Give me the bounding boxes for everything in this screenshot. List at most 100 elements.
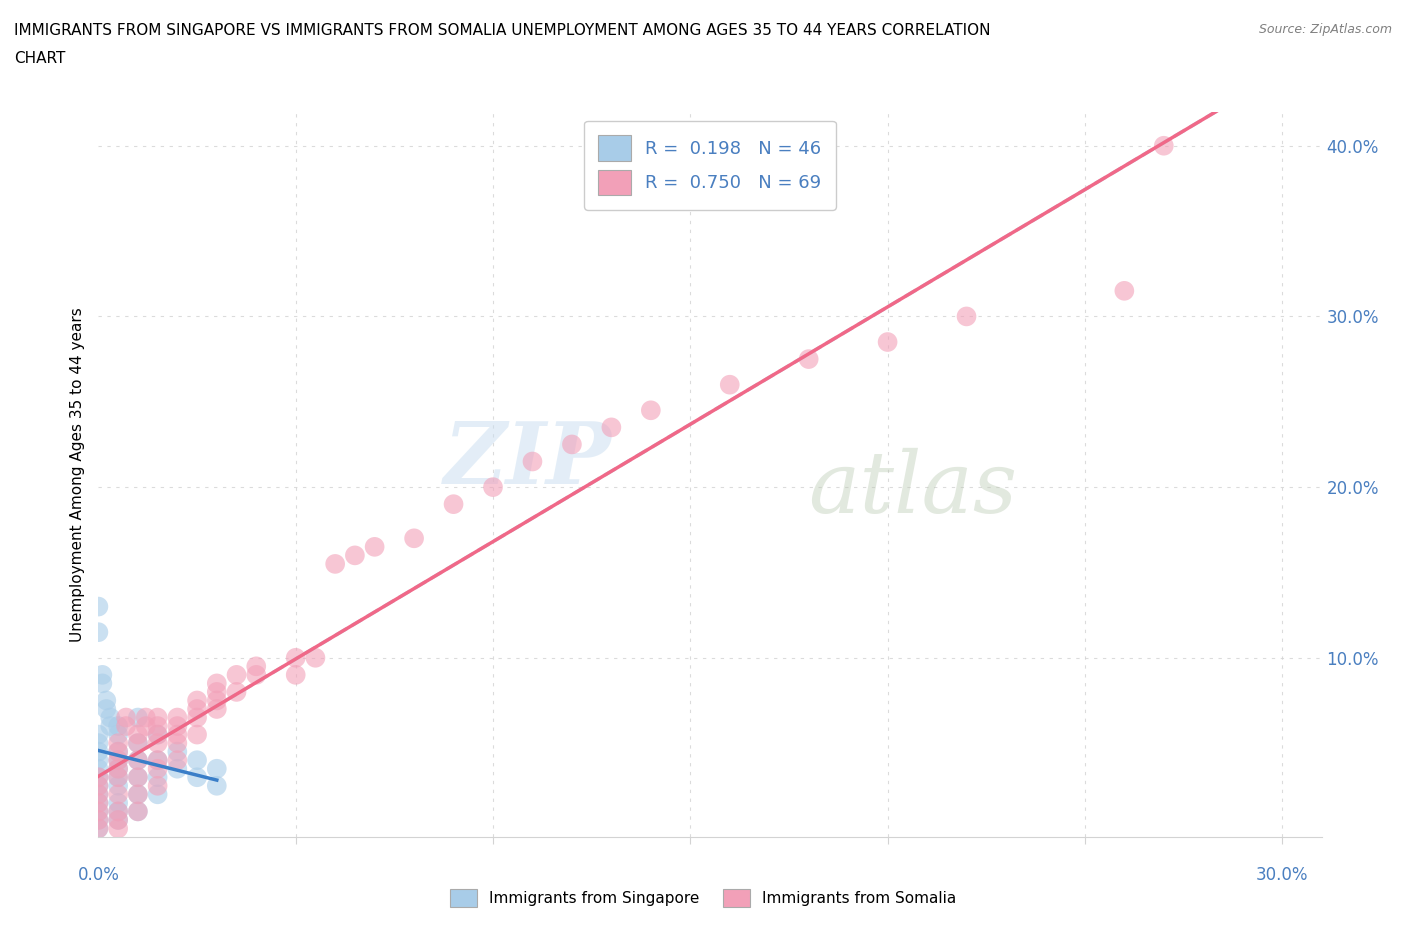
Point bbox=[166, 752, 188, 767]
Point bbox=[955, 309, 977, 324]
Point bbox=[146, 762, 169, 777]
Point bbox=[323, 556, 346, 571]
Point bbox=[343, 548, 366, 563]
Point bbox=[797, 352, 820, 366]
Point bbox=[107, 813, 129, 828]
Point bbox=[87, 599, 110, 614]
Point bbox=[107, 744, 129, 759]
Point bbox=[166, 711, 188, 725]
Point bbox=[127, 736, 149, 751]
Point bbox=[146, 752, 169, 767]
Point bbox=[146, 787, 169, 802]
Point bbox=[107, 752, 129, 767]
Point bbox=[186, 770, 208, 785]
Point bbox=[146, 711, 169, 725]
Point bbox=[96, 693, 118, 708]
Point bbox=[87, 736, 110, 751]
Point bbox=[107, 821, 129, 836]
Point bbox=[107, 787, 129, 802]
Point bbox=[107, 719, 129, 734]
Point bbox=[127, 770, 149, 785]
Text: IMMIGRANTS FROM SINGAPORE VS IMMIGRANTS FROM SOMALIA UNEMPLOYMENT AMONG AGES 35 : IMMIGRANTS FROM SINGAPORE VS IMMIGRANTS … bbox=[14, 23, 991, 38]
Point bbox=[304, 650, 326, 665]
Point bbox=[166, 736, 188, 751]
Point bbox=[146, 736, 169, 751]
Point bbox=[718, 378, 741, 392]
Point bbox=[87, 625, 110, 640]
Point bbox=[107, 736, 129, 751]
Point bbox=[205, 676, 228, 691]
Point bbox=[87, 821, 110, 836]
Point bbox=[186, 727, 208, 742]
Point bbox=[107, 813, 129, 828]
Point bbox=[876, 335, 898, 350]
Point bbox=[107, 770, 129, 785]
Point bbox=[87, 795, 110, 810]
Point bbox=[146, 778, 169, 793]
Point bbox=[205, 701, 228, 716]
Legend: R =  0.198   N = 46, R =  0.750   N = 69: R = 0.198 N = 46, R = 0.750 N = 69 bbox=[583, 121, 837, 209]
Point bbox=[284, 668, 307, 683]
Point bbox=[91, 676, 114, 691]
Point bbox=[205, 684, 228, 699]
Point bbox=[186, 701, 208, 716]
Point bbox=[87, 804, 110, 818]
Point bbox=[127, 804, 149, 818]
Y-axis label: Unemployment Among Ages 35 to 44 years: Unemployment Among Ages 35 to 44 years bbox=[69, 307, 84, 642]
Point bbox=[107, 762, 129, 777]
Point bbox=[146, 727, 169, 742]
Point bbox=[186, 693, 208, 708]
Point bbox=[127, 804, 149, 818]
Point bbox=[87, 770, 110, 785]
Point bbox=[107, 804, 129, 818]
Text: Source: ZipAtlas.com: Source: ZipAtlas.com bbox=[1258, 23, 1392, 36]
Point bbox=[482, 480, 505, 495]
Point bbox=[205, 762, 228, 777]
Point bbox=[186, 711, 208, 725]
Point bbox=[600, 420, 623, 435]
Text: 0.0%: 0.0% bbox=[77, 866, 120, 884]
Point bbox=[146, 752, 169, 767]
Point bbox=[87, 804, 110, 818]
Point bbox=[127, 727, 149, 742]
Point bbox=[127, 711, 149, 725]
Point bbox=[107, 727, 129, 742]
Point bbox=[245, 658, 267, 673]
Point bbox=[96, 701, 118, 716]
Point bbox=[146, 770, 169, 785]
Text: CHART: CHART bbox=[14, 51, 66, 66]
Point bbox=[127, 752, 149, 767]
Point bbox=[127, 787, 149, 802]
Point bbox=[107, 795, 129, 810]
Point bbox=[186, 752, 208, 767]
Point bbox=[225, 668, 247, 683]
Point bbox=[87, 727, 110, 742]
Point bbox=[115, 711, 138, 725]
Point bbox=[91, 668, 114, 683]
Point bbox=[107, 804, 129, 818]
Point bbox=[127, 736, 149, 751]
Point bbox=[205, 778, 228, 793]
Point bbox=[166, 762, 188, 777]
Text: ZIP: ZIP bbox=[444, 418, 612, 501]
Text: atlas: atlas bbox=[808, 447, 1017, 530]
Point bbox=[107, 744, 129, 759]
Point bbox=[1114, 284, 1136, 299]
Point bbox=[87, 744, 110, 759]
Point bbox=[107, 762, 129, 777]
Point bbox=[443, 497, 465, 512]
Point bbox=[87, 762, 110, 777]
Point bbox=[522, 454, 544, 469]
Text: 30.0%: 30.0% bbox=[1256, 866, 1309, 884]
Point bbox=[166, 744, 188, 759]
Point bbox=[87, 787, 110, 802]
Point bbox=[363, 539, 385, 554]
Point bbox=[127, 787, 149, 802]
Point bbox=[640, 403, 662, 418]
Point bbox=[107, 770, 129, 785]
Point bbox=[87, 787, 110, 802]
Point bbox=[87, 821, 110, 836]
Point bbox=[87, 795, 110, 810]
Point bbox=[87, 813, 110, 828]
Point bbox=[87, 778, 110, 793]
